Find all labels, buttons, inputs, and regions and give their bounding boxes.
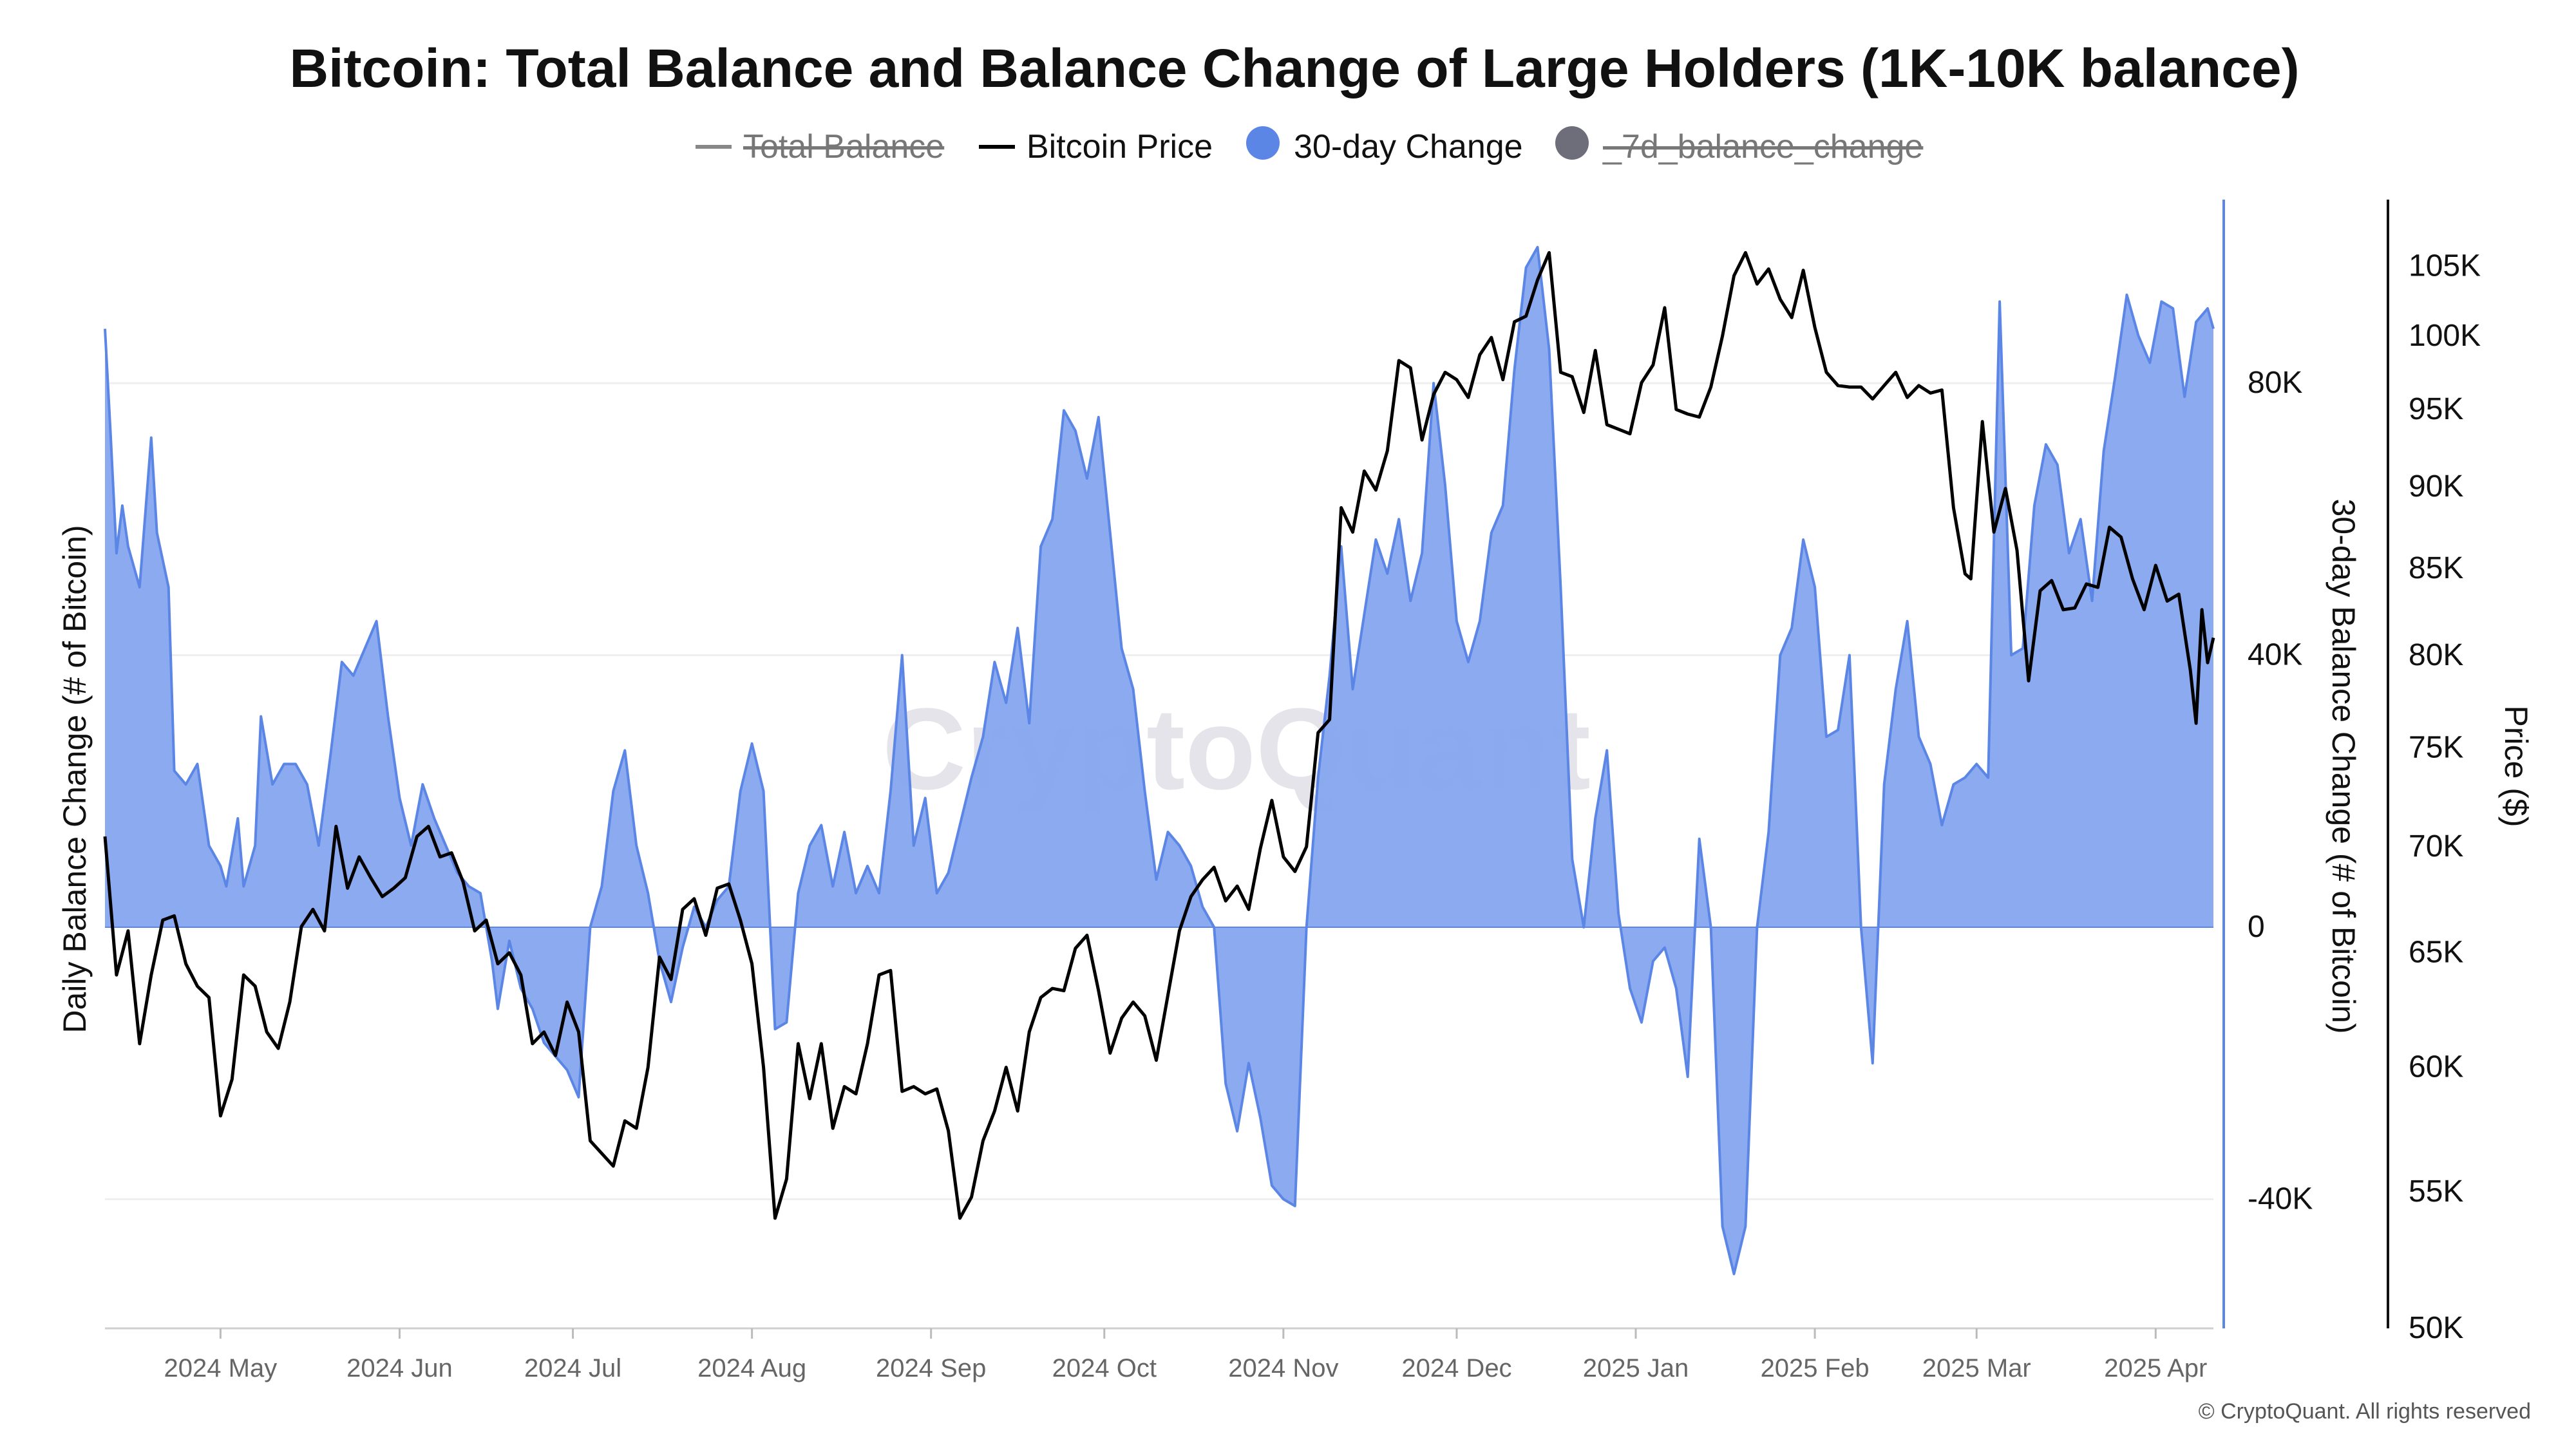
legend-label: 30-day Change xyxy=(1294,128,1523,165)
price-tick-label: 90K xyxy=(2409,469,2463,504)
right-axis-label: 30-day Balance Change (# of Bitcoin) xyxy=(2325,498,2362,1033)
series-30-day-change-line xyxy=(104,245,2215,1276)
copyright-footer: © CryptoQuant. All rights reserved xyxy=(2199,1399,2531,1424)
x-tick-label: 2024 May xyxy=(164,1354,278,1382)
area-layer xyxy=(104,245,2215,1276)
price-tick-label: 100K xyxy=(2409,319,2481,353)
x-tick-label: 2025 Feb xyxy=(1761,1354,1870,1382)
price-tick-label: 55K xyxy=(2409,1174,2463,1209)
x-tick-label: 2025 Jan xyxy=(1583,1354,1689,1382)
legend-item: _7d_balance_change xyxy=(1555,126,1923,165)
legend-label: Total Balance xyxy=(743,128,944,165)
x-tick-label: 2024 Nov xyxy=(1228,1354,1338,1382)
chart-title: Bitcoin: Total Balance and Balance Chang… xyxy=(289,38,2299,99)
x-tick-label: 2024 Jul xyxy=(524,1354,621,1382)
x-tick-label: 2024 Jun xyxy=(346,1354,453,1382)
legend-item: Total Balance xyxy=(696,128,944,165)
change-axis: 80K 40K 0 -40K xyxy=(2222,200,2313,1328)
x-tick-label: 2024 Sep xyxy=(876,1354,986,1382)
price-layer xyxy=(103,250,2215,1220)
price-axis: 105K 100K 95K 90K 85K 80K 75K 70K 65K 60K 55K 50K xyxy=(2387,200,2481,1345)
price-tick-label: 65K xyxy=(2409,936,2463,970)
series-bitcoin-price-line xyxy=(103,250,2215,1220)
x-tick-label: 2024 Dec xyxy=(1401,1354,1511,1382)
legend-circle-icon xyxy=(1555,126,1589,160)
price-tick-label: 95K xyxy=(2409,392,2463,426)
x-tick-label: 2024 Aug xyxy=(697,1354,806,1382)
change-tick-label: 80K xyxy=(2248,366,2302,400)
left-axis-label: Daily Balance Change (# of Bitcoin) xyxy=(57,525,93,1033)
x-tick-label: 2025 Apr xyxy=(2104,1354,2207,1382)
x-axis: 2024 May 2024 Jun 2024 Jul 2024 Aug 2024 Sep… xyxy=(105,1327,2213,1382)
price-tick-label: 80K xyxy=(2409,638,2463,672)
price-tick-label: 105K xyxy=(2409,249,2481,283)
legend-circle-icon xyxy=(1246,126,1280,160)
price-tick-label: 70K xyxy=(2409,829,2463,863)
price-axis-label: Price ($) xyxy=(2498,706,2534,827)
legend: Total Balance Bitcoin Price 30-day Change _… xyxy=(696,126,1923,165)
price-tick-label: 60K xyxy=(2409,1050,2463,1084)
legend-label: _7d_balance_change xyxy=(1602,128,1923,165)
legend-item: Bitcoin Price xyxy=(979,128,1213,165)
legend-label: Bitcoin Price xyxy=(1027,128,1213,165)
x-tick-label: 2025 Mar xyxy=(1922,1354,2031,1382)
price-tick-label: 75K xyxy=(2409,731,2463,765)
legend-item: 30-day Change xyxy=(1246,126,1523,165)
change-tick-label: 40K xyxy=(2248,638,2302,672)
change-tick-label: -40K xyxy=(2248,1182,2313,1216)
change-tick-label: 0 xyxy=(2248,910,2265,944)
price-tick-label: 85K xyxy=(2409,551,2463,585)
price-tick-label: 50K xyxy=(2409,1311,2463,1345)
x-tick-label: 2024 Oct xyxy=(1052,1354,1157,1382)
series-30-day-change-area xyxy=(105,247,2213,1274)
grid xyxy=(105,382,2213,1200)
